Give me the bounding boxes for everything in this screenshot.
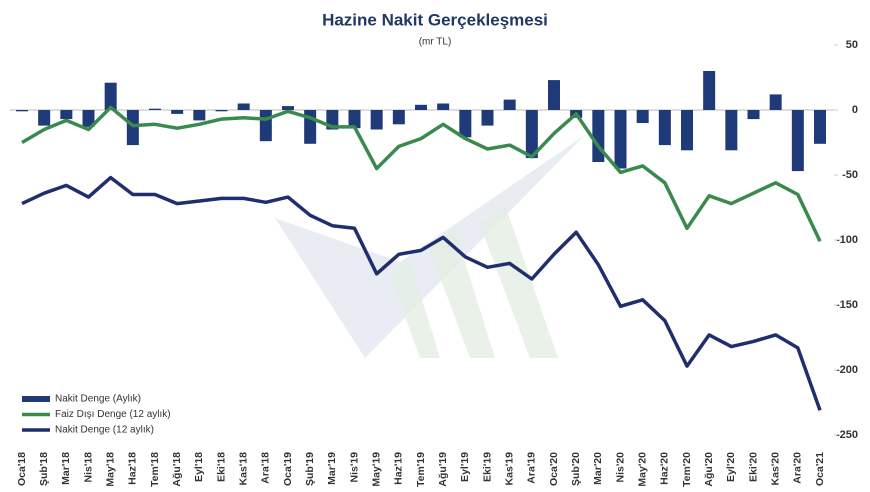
x-tick-label: Ağu'19 <box>437 452 449 487</box>
chart-subtitle: (mr TL) <box>419 37 452 48</box>
x-tick-label: Nis'19 <box>348 452 360 483</box>
bar <box>60 110 73 120</box>
y-tick-label: -100 <box>836 234 858 246</box>
bar <box>104 82 117 110</box>
y-tick-label: -150 <box>836 299 858 311</box>
x-tick-label: Kas'18 <box>237 452 249 486</box>
x-tick-label: Eki'20 <box>747 452 759 482</box>
x-tick-label: Şub'19 <box>304 452 316 486</box>
y-tick-label: 0 <box>852 104 858 116</box>
bar <box>370 110 383 130</box>
x-tick-label: Haz'18 <box>127 452 139 485</box>
bar <box>171 110 184 114</box>
bar <box>481 110 494 126</box>
x-tick-label: Ara'19 <box>526 452 538 484</box>
x-tick-label: Ağu'18 <box>171 452 183 487</box>
x-tick-label: Eyl'20 <box>725 452 737 482</box>
legend-label: Faiz Dışı Denge (12 aylık) <box>55 409 171 420</box>
bar <box>681 110 693 151</box>
watermark <box>480 205 558 358</box>
y-tick-label: -200 <box>836 364 858 376</box>
bar <box>636 110 649 123</box>
x-tick-label: Kas'20 <box>769 452 781 486</box>
x-tick-label: Oca'20 <box>548 452 560 486</box>
chart-title: Hazine Nakit Gerçekleşmesi <box>322 10 548 29</box>
bar <box>237 103 250 110</box>
bar <box>548 80 560 110</box>
bar <box>592 110 605 162</box>
y-tick-label: -50 <box>842 169 858 181</box>
x-tick-label: Şub'20 <box>570 452 582 486</box>
x-tick-label: Mar'18 <box>60 452 72 485</box>
bar <box>769 94 782 110</box>
x-tick-label: Tem'20 <box>681 452 693 487</box>
x-tick-label: Eki'19 <box>481 452 493 482</box>
watermark <box>390 260 440 358</box>
legend-swatch <box>22 396 50 402</box>
x-tick-label: Mar'20 <box>592 452 604 485</box>
x-tick-label: Şub'18 <box>38 452 50 486</box>
x-tick-label: Ara'20 <box>792 452 804 484</box>
x-tick-label: Kas'19 <box>503 452 515 486</box>
x-tick-label: May'18 <box>104 452 116 487</box>
bar <box>16 110 28 112</box>
x-tick-label: Eyl'19 <box>459 452 471 482</box>
bar <box>149 108 161 110</box>
x-tick-label: May'19 <box>370 452 382 487</box>
bar <box>415 104 427 110</box>
x-tick-label: Ağu'20 <box>703 452 715 487</box>
bar <box>459 110 472 138</box>
bar <box>282 106 294 110</box>
bar <box>38 110 51 126</box>
bar <box>703 71 716 110</box>
bar <box>348 110 361 129</box>
bar <box>658 110 671 146</box>
bar <box>215 110 228 112</box>
x-tick-label: May'20 <box>636 452 648 487</box>
bar <box>747 110 760 120</box>
bar <box>437 103 450 110</box>
line <box>21 175 822 411</box>
bar <box>193 110 206 121</box>
x-tick-label: Tem'19 <box>415 452 427 487</box>
legend-label: Nakit Denge (Aylık) <box>55 394 141 405</box>
y-tick-label: 50 <box>846 39 858 51</box>
watermark <box>430 230 495 358</box>
x-tick-label: Oca'19 <box>282 452 294 486</box>
bar <box>503 99 516 110</box>
bar <box>82 110 95 127</box>
bar <box>126 110 139 146</box>
x-tick-label: Haz'20 <box>659 452 671 485</box>
x-tick-label: Mar'19 <box>326 452 338 485</box>
x-tick-label: Nis'18 <box>82 452 94 483</box>
x-tick-label: Eki'18 <box>215 452 227 482</box>
bar <box>725 110 738 151</box>
x-tick-label: Eyl'18 <box>193 452 205 482</box>
bar <box>525 110 538 159</box>
x-tick-label: Oca'18 <box>16 452 28 486</box>
x-tick-label: Tem'18 <box>149 452 161 487</box>
bar <box>614 110 627 169</box>
x-tick-label: Haz'19 <box>393 452 405 485</box>
bar <box>814 110 826 144</box>
y-tick-label: -250 <box>836 429 858 441</box>
x-tick-label: Oca'21 <box>814 452 826 486</box>
x-tick-label: Ara'18 <box>260 452 272 484</box>
legend-label: Nakit Denge (12 aylık) <box>55 425 154 436</box>
bar <box>791 110 804 172</box>
bar <box>392 110 405 125</box>
x-tick-label: Nis'20 <box>614 452 626 483</box>
bar <box>259 110 272 142</box>
line <box>21 105 822 243</box>
